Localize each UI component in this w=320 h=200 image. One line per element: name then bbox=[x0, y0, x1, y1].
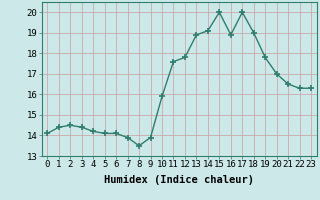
X-axis label: Humidex (Indice chaleur): Humidex (Indice chaleur) bbox=[104, 175, 254, 185]
